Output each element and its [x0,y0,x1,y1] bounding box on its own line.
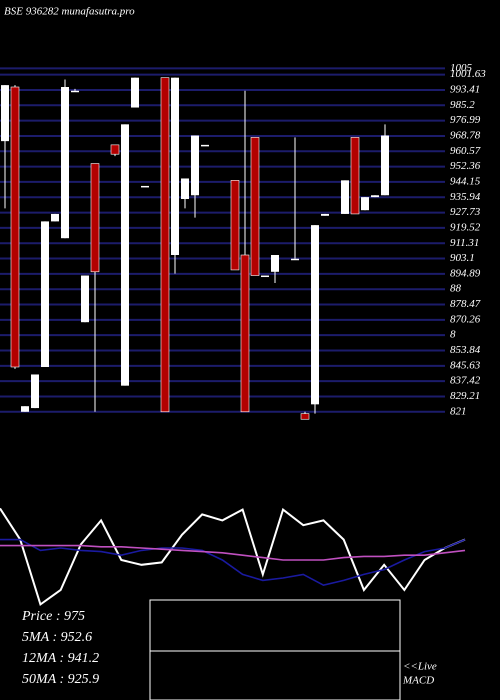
candle-body [21,406,29,412]
y-tick-label: 1005 [450,62,473,74]
candle-body [321,213,329,216]
y-tick-label: 911.31 [450,237,479,249]
candle-body [201,144,209,147]
candle-body [240,254,250,413]
candle-body [90,163,100,273]
y-tick-label: 821 [450,405,467,417]
indicator-line [0,538,466,587]
y-tick-label: 935.94 [450,191,481,203]
y-tick-label: 894.89 [450,267,481,279]
candle-body [141,185,149,188]
candle-body [81,275,89,323]
y-tick-label: 88 [450,283,462,295]
y-tick-label: 927.73 [450,206,481,218]
y-tick-label: 853.84 [450,344,481,356]
candle-body [250,137,260,276]
candle-body [71,90,79,93]
y-tick-label: 944.15 [450,175,481,187]
stat-label: Price : 975 [21,609,85,624]
stat-label: 5MA : 952.6 [22,630,92,645]
y-tick-label: 985.2 [450,99,475,111]
candle-body [311,225,319,405]
candle-body [31,374,39,409]
y-tick-label: 960.57 [450,145,481,157]
candle-body [371,195,379,198]
y-tick-label: 903.1 [450,252,475,264]
y-tick-label: 1001.63 [450,68,486,80]
y-tick-label: 952.36 [450,160,481,172]
candle-body [271,255,279,272]
candle-body [381,135,389,196]
y-tick-label: 968.78 [450,129,481,141]
candle-body [291,258,299,261]
candle-body [10,86,20,368]
candle-body [51,213,59,222]
y-tick-label: 8 [450,329,456,341]
macd-panel [149,599,401,700]
y-tick-label: 993.41 [450,83,480,95]
y-tick-label: 845.63 [450,359,481,371]
candle-body [181,178,189,199]
candle-body [61,87,69,239]
candle-body [160,77,170,413]
indicator-line [0,544,466,561]
candle-body [350,137,360,215]
candle-body [121,124,129,386]
candle-body [1,85,9,142]
stat-label: 12MA : 941.2 [22,651,99,666]
y-tick-label: 837.42 [450,375,481,387]
candle-body [41,221,49,367]
macd-label: MACD [402,675,434,687]
y-tick-label: 976.99 [450,114,481,126]
candle-body [230,180,240,271]
stat-label: 50MA : 925.9 [22,672,99,687]
y-tick-label: 870.26 [450,313,481,325]
candle-body [341,180,349,214]
y-tick-label: 829.21 [450,390,480,402]
candle-body [191,135,199,196]
live-label: <<Live [403,661,437,673]
y-tick-label: 919.52 [450,221,481,233]
candle-body [171,77,179,256]
chart-title: BSE 936282 munafasutra.pro [4,6,135,18]
candle-body [361,197,369,211]
y-tick-label: 878.47 [450,298,481,310]
candle-body [110,144,120,155]
candle-body [131,77,139,108]
indicator-line [0,507,466,607]
candle-body [300,413,310,420]
candle-body [261,275,269,278]
